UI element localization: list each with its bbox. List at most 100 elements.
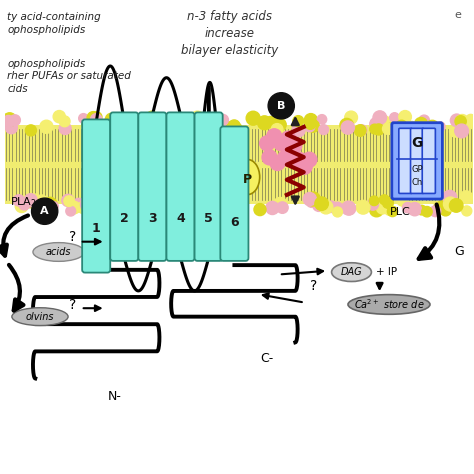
Circle shape (313, 199, 325, 211)
Circle shape (305, 118, 316, 129)
Text: C-: C- (261, 352, 274, 365)
Circle shape (265, 117, 276, 128)
Circle shape (292, 152, 307, 167)
Circle shape (186, 116, 197, 128)
Text: 4: 4 (176, 211, 185, 225)
Circle shape (211, 124, 223, 137)
Circle shape (396, 120, 407, 131)
Circle shape (315, 197, 328, 210)
Circle shape (444, 197, 457, 211)
FancyBboxPatch shape (82, 119, 110, 273)
Circle shape (306, 192, 320, 206)
Text: Ch: Ch (411, 178, 423, 187)
Circle shape (91, 199, 102, 210)
Text: 6: 6 (230, 216, 239, 228)
Circle shape (231, 203, 243, 215)
Circle shape (293, 116, 304, 127)
Circle shape (319, 201, 333, 214)
Circle shape (333, 207, 342, 217)
Circle shape (273, 116, 282, 126)
Circle shape (5, 122, 18, 134)
Text: P: P (243, 173, 252, 186)
Text: 3: 3 (148, 211, 157, 225)
Circle shape (49, 201, 58, 211)
Circle shape (412, 124, 422, 134)
Circle shape (326, 201, 337, 212)
Circle shape (370, 118, 383, 130)
Circle shape (373, 111, 387, 124)
Circle shape (342, 201, 356, 215)
Circle shape (340, 118, 354, 132)
Text: B: B (277, 101, 285, 111)
Ellipse shape (12, 308, 68, 326)
Circle shape (161, 193, 173, 206)
Circle shape (385, 117, 399, 130)
Text: 5: 5 (204, 211, 213, 225)
FancyBboxPatch shape (410, 128, 424, 193)
FancyBboxPatch shape (422, 128, 435, 193)
Circle shape (103, 118, 117, 132)
Circle shape (434, 201, 444, 211)
Circle shape (19, 199, 30, 210)
Circle shape (2, 116, 15, 128)
Circle shape (100, 191, 112, 204)
Circle shape (59, 123, 71, 135)
Circle shape (376, 201, 389, 214)
Text: ?: ? (69, 230, 76, 244)
FancyBboxPatch shape (194, 112, 223, 261)
Circle shape (91, 112, 102, 122)
Circle shape (317, 115, 327, 124)
Circle shape (262, 150, 277, 165)
Circle shape (120, 118, 132, 131)
Circle shape (53, 110, 65, 123)
Circle shape (437, 200, 450, 212)
Circle shape (397, 194, 409, 206)
Ellipse shape (33, 243, 84, 261)
Circle shape (66, 206, 76, 216)
Circle shape (271, 124, 283, 136)
Circle shape (217, 119, 231, 134)
Circle shape (387, 206, 398, 217)
Circle shape (118, 118, 130, 130)
Circle shape (450, 114, 463, 127)
Circle shape (217, 200, 230, 212)
Circle shape (211, 115, 221, 126)
Circle shape (455, 124, 468, 138)
Circle shape (273, 198, 287, 211)
Circle shape (135, 198, 149, 211)
Circle shape (212, 201, 222, 211)
Circle shape (155, 205, 168, 219)
Circle shape (274, 136, 289, 151)
Circle shape (177, 116, 188, 126)
Circle shape (297, 159, 312, 174)
Circle shape (355, 125, 366, 137)
Circle shape (9, 115, 20, 126)
Circle shape (24, 194, 37, 207)
Circle shape (302, 152, 317, 167)
Circle shape (408, 202, 421, 216)
Bar (5, 125, 474, 204)
Circle shape (100, 208, 109, 217)
Circle shape (277, 151, 292, 166)
Circle shape (307, 120, 319, 132)
Circle shape (94, 206, 106, 218)
Circle shape (305, 122, 315, 132)
Circle shape (343, 203, 356, 215)
Circle shape (266, 201, 279, 215)
Text: n-3 fatty acids
increase
bilayer elasticity: n-3 fatty acids increase bilayer elastic… (181, 10, 278, 57)
Circle shape (367, 199, 378, 210)
Circle shape (449, 199, 463, 212)
Circle shape (106, 204, 118, 216)
Circle shape (383, 198, 393, 208)
Circle shape (292, 124, 305, 137)
Circle shape (26, 125, 36, 136)
FancyBboxPatch shape (392, 123, 442, 199)
Circle shape (78, 201, 91, 214)
Circle shape (68, 201, 80, 214)
Ellipse shape (348, 295, 430, 314)
Text: GP: GP (411, 165, 423, 174)
Text: PLA$_2$: PLA$_2$ (9, 195, 36, 209)
Circle shape (384, 206, 394, 215)
Ellipse shape (235, 159, 260, 195)
Circle shape (36, 195, 47, 207)
